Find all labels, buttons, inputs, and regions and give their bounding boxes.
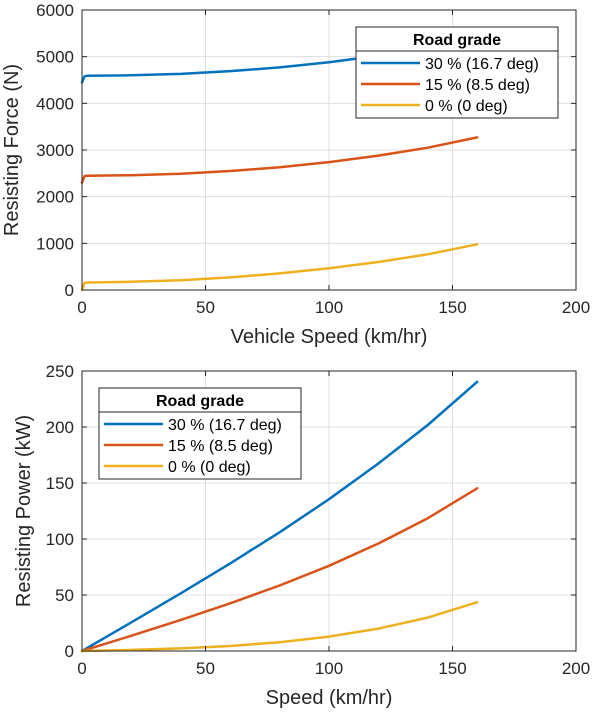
x-tick-label: 50 <box>196 298 215 317</box>
y-axis-label: Resisting Power (kW) <box>13 415 35 607</box>
x-tick-label: 200 <box>562 298 590 317</box>
y-tick-label: 0 <box>65 642 74 661</box>
x-tick-label: 0 <box>77 659 86 678</box>
y-tick-label: 6000 <box>36 1 74 20</box>
legend-entry: 30 % (16.7 deg) <box>425 56 539 73</box>
legend-title: Road grade <box>413 32 501 49</box>
y-tick-label: 0 <box>65 281 74 300</box>
power-plot: 0 50 100 150 200 0 50 100 150 200 250 Speed (km/hr)… <box>13 362 590 709</box>
legend-entry: 15 % (8.5 deg) <box>168 438 273 455</box>
y-tick-label: 200 <box>46 418 74 437</box>
x-axis-label: Speed (km/hr) <box>266 687 393 709</box>
legend-title: Road grade <box>156 393 244 410</box>
legend-entry: 30 % (16.7 deg) <box>168 417 282 434</box>
x-tick-label: 0 <box>77 298 86 317</box>
y-tick-label: 2000 <box>36 188 74 207</box>
series-line <box>80 487 479 653</box>
series-line <box>80 380 479 653</box>
y-tick-label: 50 <box>55 586 74 605</box>
series-line <box>80 600 479 653</box>
legend-box <box>98 387 302 480</box>
x-tick-label: 150 <box>438 298 466 317</box>
x-tick-label: 100 <box>315 298 343 317</box>
x-tick-label: 50 <box>196 659 215 678</box>
legend: Road grade 30 % (16.7 deg) 15 % (8.5 deg) 0… <box>355 26 559 119</box>
legend-entry: 0 % (0 deg) <box>425 98 508 115</box>
legend: Road grade 30 % (16.7 deg) 15 % (8.5 deg) 0… <box>98 387 302 480</box>
y-tick-label: 100 <box>46 530 74 549</box>
y-axis-label: Resisting Force (N) <box>1 64 23 236</box>
legend-entry: 15 % (8.5 deg) <box>425 77 530 94</box>
y-tick-label: 250 <box>46 362 74 381</box>
y-tick-label: 150 <box>46 474 74 493</box>
legend-entry: 0 % (0 deg) <box>168 459 251 476</box>
x-tick-label: 200 <box>562 659 590 678</box>
y-tick-label: 1000 <box>36 234 74 253</box>
x-axis-label: Vehicle Speed (km/hr) <box>231 326 428 348</box>
legend-box <box>355 26 559 119</box>
y-tick-label: 3000 <box>36 141 74 160</box>
series-line <box>80 136 479 184</box>
x-tick-label: 100 <box>315 659 343 678</box>
y-tick-label: 5000 <box>36 48 74 67</box>
series-group <box>80 380 479 653</box>
force-plot: 0 50 100 150 2000100020003000400050006000Veh… <box>1 1 590 348</box>
y-tick-label: 4000 <box>36 94 74 113</box>
x-tick-label: 150 <box>438 659 466 678</box>
series-line <box>80 243 479 292</box>
